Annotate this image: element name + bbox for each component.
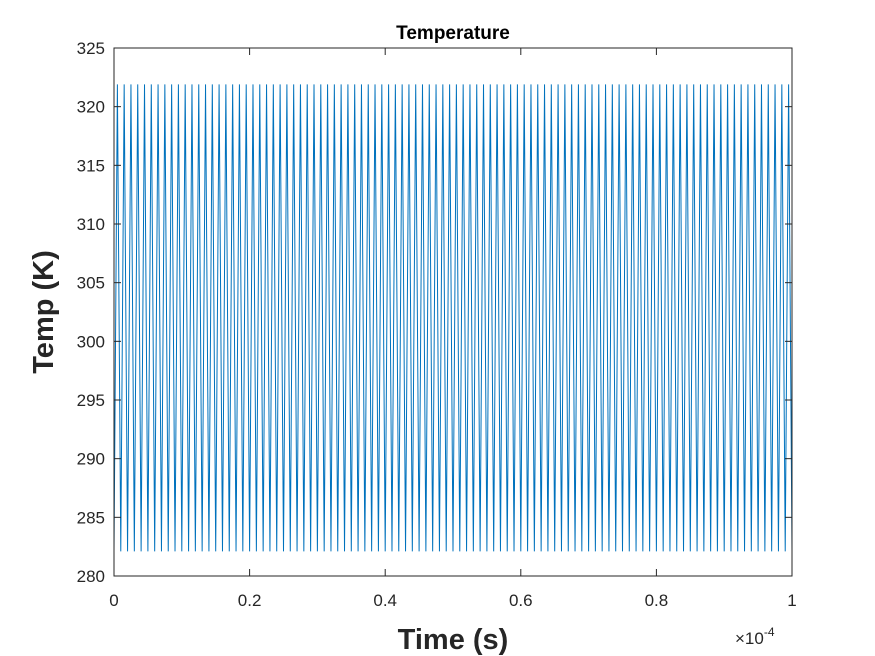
y-tick-label: 325 [77, 39, 105, 58]
y-tick-label: 295 [77, 391, 105, 410]
x-tick-label: 1 [787, 591, 796, 610]
tick-labels-layer: 0 0.2 0.4 0.6 0.8 1 280 285 290 295 300 305 310 315 32… [77, 39, 797, 610]
y-tick-label: 320 [77, 98, 105, 117]
y-tick-label: 315 [77, 156, 105, 175]
x-exponent-base: ×10 [735, 629, 764, 648]
y-tick-label: 305 [77, 274, 105, 293]
x-tick-label: 0 [109, 591, 118, 610]
y-tick-label: 300 [77, 332, 105, 351]
x-tick-label: 0.6 [509, 591, 533, 610]
y-tick-label: 285 [77, 508, 105, 527]
x-axis-title: Time (s) [398, 624, 509, 656]
chart-title: Temperature [396, 23, 510, 44]
x-axis-exponent: ×10-4 [735, 625, 775, 648]
y-tick-label: 290 [77, 450, 105, 469]
x-exponent-power: -4 [764, 625, 775, 639]
series-layer [113, 84, 793, 552]
series-line-temperature [113, 84, 793, 552]
axes-box [113, 47, 793, 577]
y-axis-title: Temp (K) [28, 250, 60, 374]
x-tick-label: 0.2 [238, 591, 262, 610]
x-tick-label: 0.8 [645, 591, 669, 610]
y-tick-label: 280 [77, 567, 105, 586]
x-tick-label: 0.4 [373, 591, 397, 610]
ticks-layer [113, 47, 793, 577]
y-tick-label: 310 [77, 215, 105, 234]
